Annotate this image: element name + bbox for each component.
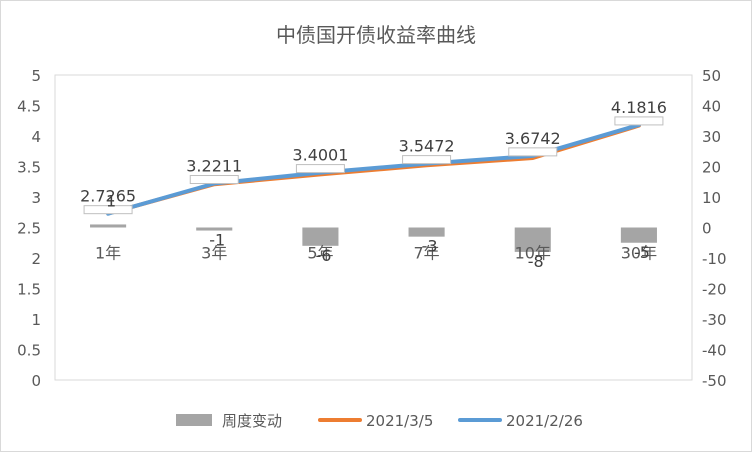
line-data-label: 3.5472 bbox=[399, 137, 455, 156]
chart-title: 中债国开债收益率曲线 bbox=[276, 23, 476, 47]
data-label-box bbox=[295, 164, 345, 174]
legend-swatch-bar bbox=[176, 414, 212, 426]
legend-item-label: 周度变动 bbox=[222, 412, 282, 430]
y-left-tick-label: 5 bbox=[31, 67, 41, 85]
bar-weekly-change bbox=[620, 227, 657, 243]
y-left-tick-label: 0 bbox=[31, 372, 41, 390]
line-data-label: 4.1816 bbox=[611, 98, 667, 117]
bar-weekly-change bbox=[408, 227, 445, 237]
x-category-label: 5年 bbox=[307, 244, 333, 263]
y-left-tick-label: 0.5 bbox=[17, 342, 41, 360]
bar-data-label: 1 bbox=[106, 191, 116, 210]
y-right-tick-label: -50 bbox=[702, 372, 727, 390]
y-left-tick-label: 3 bbox=[31, 189, 41, 207]
bar-data-label: -5 bbox=[634, 243, 650, 262]
y-right-tick-label: -40 bbox=[702, 342, 727, 360]
data-label-box bbox=[508, 147, 558, 157]
x-category-label: 10年 bbox=[515, 244, 551, 263]
data-label-box bbox=[83, 205, 133, 215]
line-data-label: 2.7265 bbox=[80, 187, 136, 206]
y-right-tick-label: -20 bbox=[702, 281, 727, 299]
y-right-tick-label: -30 bbox=[702, 311, 727, 329]
y-right-tick-label: 30 bbox=[702, 128, 721, 146]
line-data-label: 3.4001 bbox=[292, 146, 348, 165]
y-left-tick-label: 2.5 bbox=[17, 220, 41, 238]
bar-weekly-change bbox=[302, 227, 339, 246]
y-left-tick-label: 4.5 bbox=[17, 98, 41, 116]
data-label-box bbox=[614, 116, 664, 126]
y-right-tick-label: 10 bbox=[702, 189, 721, 207]
y-left-tick-label: 3.5 bbox=[17, 159, 41, 177]
y-left-tick-label: 1.5 bbox=[17, 281, 41, 299]
x-category-label: 3年 bbox=[201, 244, 227, 263]
y-right-tick-label: 40 bbox=[702, 98, 721, 116]
legend-item-label: 2021/3/5 bbox=[366, 412, 433, 430]
bar-data-label: -3 bbox=[422, 237, 438, 256]
line-data-label: 3.6742 bbox=[505, 129, 561, 148]
bar-weekly-change bbox=[514, 227, 551, 252]
y-right-tick-label: -10 bbox=[702, 250, 727, 268]
y-left-tick-label: 4 bbox=[31, 128, 41, 146]
x-category-label: 30年 bbox=[621, 244, 657, 263]
y-right-tick-label: 50 bbox=[702, 67, 721, 85]
x-category-label: 7年 bbox=[413, 244, 439, 263]
data-label-box bbox=[402, 155, 452, 165]
legend-item-label: 2021/2/26 bbox=[506, 412, 583, 430]
data-label-box bbox=[189, 175, 239, 185]
plot-frame bbox=[54, 74, 693, 381]
bar-data-label: -6 bbox=[315, 246, 331, 265]
x-category-label: 1年 bbox=[95, 244, 121, 263]
y-right-tick-label: 0 bbox=[702, 220, 712, 238]
y-left-tick-label: 1 bbox=[31, 311, 41, 329]
y-left-tick-label: 2 bbox=[31, 250, 41, 268]
legend: 周度变动 2021/3/5 2021/2/26 bbox=[176, 412, 583, 430]
y-right-tick-label: 20 bbox=[702, 159, 721, 177]
bar-data-label: -8 bbox=[528, 252, 544, 271]
bar-weekly-change bbox=[90, 224, 127, 228]
bar-weekly-change bbox=[196, 227, 233, 231]
line-data-label: 3.2211 bbox=[186, 157, 242, 176]
plot-area: 0 0.5 1 1.5 2 2.5 3 3.5 4 4.5 5 -50 -40 -30 -20 -10 0 10 2… bbox=[17, 67, 726, 390]
bar-data-label: -1 bbox=[209, 231, 225, 250]
